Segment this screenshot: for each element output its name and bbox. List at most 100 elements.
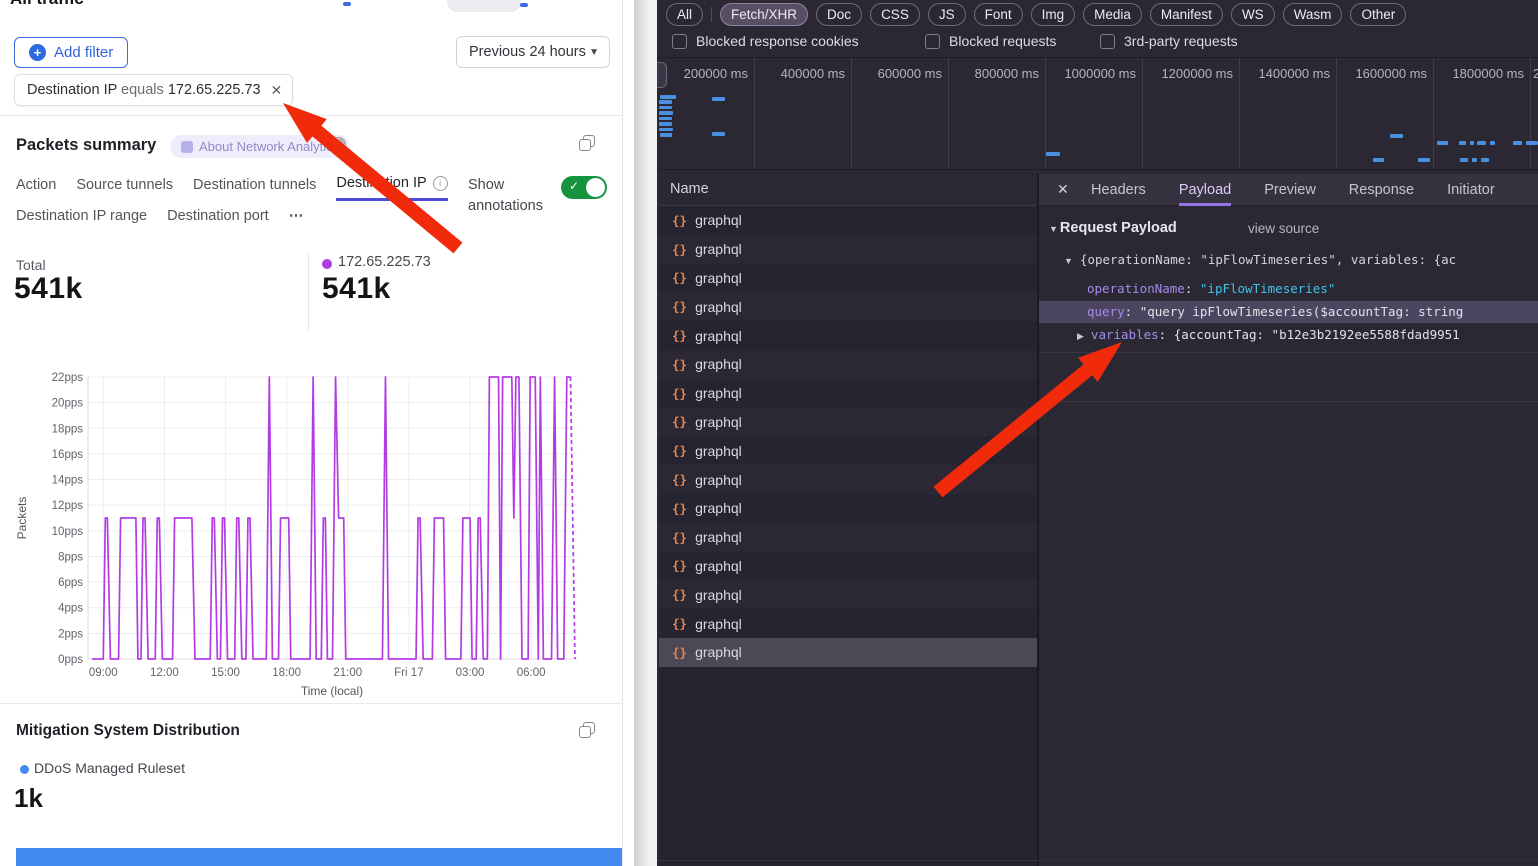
svg-text:10pps: 10pps xyxy=(52,526,84,538)
triangle-down-icon: ▼ xyxy=(1064,256,1073,266)
request-row[interactable]: {} graphql xyxy=(659,292,1037,322)
book-icon xyxy=(181,140,193,153)
request-row[interactable]: {} graphql xyxy=(659,465,1037,494)
filter-chip[interactable]: Destination IP equals 172.65.225.73 ✕ xyxy=(14,74,294,106)
request-row[interactable]: {} graphql xyxy=(659,378,1037,408)
request-row-selected[interactable]: {} graphql xyxy=(659,638,1037,667)
request-row[interactable]: {} graphql xyxy=(659,263,1037,293)
filter-pill-manifest[interactable]: Manifest xyxy=(1149,3,1223,26)
request-timing-mark xyxy=(1390,134,1403,138)
network-overview-timeline[interactable]: 200000 ms 400000 ms 600000 ms 800000 ms 1000… xyxy=(657,58,1538,168)
pane-divider[interactable] xyxy=(1037,174,1039,866)
filter-pill-font[interactable]: Font xyxy=(973,3,1023,26)
request-name: graphql xyxy=(695,241,742,258)
svg-text:20pps: 20pps xyxy=(52,398,84,410)
request-timing-mark xyxy=(659,122,672,126)
request-timing-mark xyxy=(659,100,672,104)
tab-destination-ip[interactable]: Destination IP i xyxy=(336,175,448,201)
checkbox-blocked-requests[interactable]: Blocked requests xyxy=(925,33,1056,49)
braces-icon: {} xyxy=(672,644,688,660)
tabs-overflow-button[interactable]: ⋯ xyxy=(288,208,305,224)
time-range-label: Previous 24 hours xyxy=(469,44,586,60)
clipped-toolbar-fragment xyxy=(447,0,521,12)
detail-tab-initiator[interactable]: Initiator xyxy=(1447,182,1495,198)
svg-text:15:00: 15:00 xyxy=(211,667,240,679)
packets-tabs-row1: Action Source tunnels Destination tunnels D… xyxy=(16,175,448,201)
checkbox-box[interactable] xyxy=(925,33,940,49)
svg-text:Packets: Packets xyxy=(15,497,29,540)
request-row[interactable]: {} graphql xyxy=(659,551,1037,581)
add-filter-button[interactable]: + Add filter xyxy=(14,37,129,68)
checkbox-box[interactable] xyxy=(672,33,687,49)
request-timing-mark xyxy=(659,111,673,115)
show-annotations-toggle[interactable]: ✓ xyxy=(561,176,607,199)
request-row[interactable]: {} graphql xyxy=(659,494,1037,523)
request-row[interactable]: {} graphql xyxy=(659,206,1037,235)
payload-preview-line[interactable]: ▼ {operationName: "ipFlowTimeseries", var… xyxy=(1064,252,1457,267)
tab-action[interactable]: Action xyxy=(16,176,57,193)
filter-pill-doc[interactable]: Doc xyxy=(816,3,863,26)
request-row[interactable]: {} graphql xyxy=(659,522,1037,552)
mitigation-legend-dot xyxy=(20,765,29,774)
devtools-panel: All Fetch/XHR Doc CSS JS Font Img Media Manifest… xyxy=(657,0,1538,866)
filter-pill-all[interactable]: All xyxy=(666,3,704,26)
stat-divider xyxy=(308,252,309,332)
braces-icon: {} xyxy=(672,529,688,545)
expand-card-icon[interactable] xyxy=(579,722,595,738)
payload-row-operationName[interactable]: operationName: "ipFlowTimeseries" xyxy=(1087,281,1336,296)
checkbox-box[interactable] xyxy=(1100,33,1115,49)
detail-tab-response[interactable]: Response xyxy=(1348,182,1415,198)
payload-value: {accountTag: "b12e3b2192ee5588fdad9951 xyxy=(1173,327,1460,342)
payload-row-variables[interactable]: ▶ variables: {accountTag: "b12e3b2192ee55… xyxy=(1077,327,1460,342)
tab-destination-port[interactable]: Destination port xyxy=(167,208,269,224)
request-row[interactable]: {} graphql xyxy=(659,407,1037,437)
clipped-icon-fragment xyxy=(343,2,351,6)
scrollbar[interactable] xyxy=(634,0,657,866)
filter-pill-js[interactable]: JS xyxy=(927,3,966,26)
triangle-right-icon[interactable]: ▶ xyxy=(1077,331,1084,341)
filter-pill-media[interactable]: Media xyxy=(1083,3,1142,26)
payload-row-query[interactable]: query: "query ipFlowTimeseries($accountT… xyxy=(1039,301,1538,323)
braces-icon: {} xyxy=(672,328,688,344)
request-payload-section[interactable]: ▼ Request Payload xyxy=(1049,220,1177,236)
request-row[interactable]: {} graphql xyxy=(659,436,1037,466)
request-timing-mark xyxy=(659,105,672,109)
filter-pill-wasm[interactable]: Wasm xyxy=(1282,3,1343,26)
timeline-tick-label: 800000 ms xyxy=(974,66,1039,81)
checkbox-blocked-response-cookies[interactable]: Blocked response cookies xyxy=(672,33,859,49)
detail-tab-payload[interactable]: Payload xyxy=(1178,174,1232,206)
request-row[interactable]: {} graphql xyxy=(659,609,1037,638)
expand-card-icon[interactable] xyxy=(579,135,595,151)
time-range-dropdown[interactable]: Previous 24 hours ▼ xyxy=(456,36,610,68)
filter-pill-img[interactable]: Img xyxy=(1030,3,1076,26)
page-title: All traffic xyxy=(10,0,84,9)
detail-tab-headers[interactable]: Headers xyxy=(1091,182,1146,198)
filter-pill-css[interactable]: CSS xyxy=(870,3,920,26)
series-label: 172.65.225.73 xyxy=(338,254,431,270)
request-row[interactable]: {} graphql xyxy=(659,580,1037,610)
request-timing-mark xyxy=(1459,141,1466,145)
remove-filter-icon[interactable]: ✕ xyxy=(270,81,283,98)
request-row[interactable]: {} graphql xyxy=(659,350,1037,379)
detail-tab-preview[interactable]: Preview xyxy=(1264,182,1316,198)
request-name: graphql xyxy=(695,471,742,488)
request-row[interactable]: {} graphql xyxy=(659,321,1037,350)
checkbox-3rd-party-requests[interactable]: 3rd-party requests xyxy=(1100,33,1238,49)
total-label: Total xyxy=(16,257,46,273)
request-row[interactable]: {} graphql xyxy=(659,234,1037,264)
filter-pill-other[interactable]: Other xyxy=(1350,3,1407,26)
request-timing-mark xyxy=(1046,152,1060,156)
filter-pill-ws[interactable]: WS xyxy=(1230,3,1275,26)
view-source-link[interactable]: view source xyxy=(1248,221,1320,236)
close-icon[interactable]: ✕ xyxy=(1057,181,1069,197)
timeline-tick-label: 1000000 ms xyxy=(1064,66,1136,81)
tab-destination-ip-range[interactable]: Destination IP range xyxy=(16,208,148,224)
filter-pill-fetchxhr[interactable]: Fetch/XHR xyxy=(720,3,809,26)
tab-source-tunnels[interactable]: Source tunnels xyxy=(76,176,174,193)
tab-destination-tunnels[interactable]: Destination tunnels xyxy=(193,176,317,193)
braces-icon: {} xyxy=(672,270,688,286)
timeline-tick-label-clipped: 2 xyxy=(1533,66,1538,81)
name-column-header[interactable]: Name xyxy=(659,174,1037,206)
request-timing-mark xyxy=(1526,141,1538,145)
clock-icon xyxy=(331,137,346,152)
